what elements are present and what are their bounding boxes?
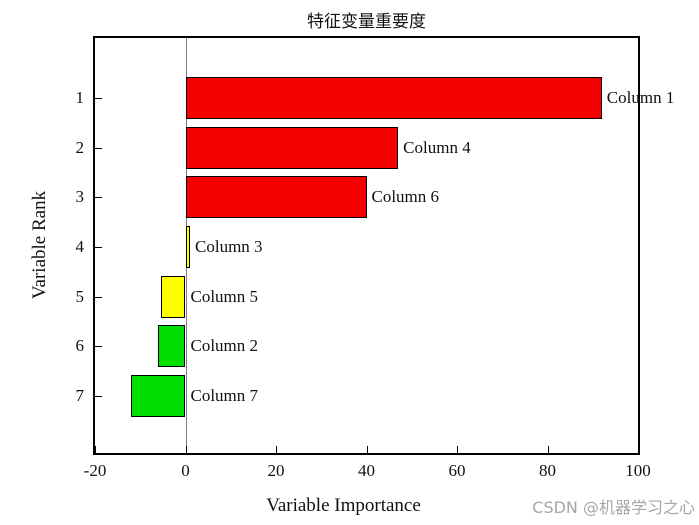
y-tick-mark <box>95 247 102 248</box>
x-tick-label: 40 <box>358 461 375 480</box>
bar-label: Column 4 <box>403 137 471 157</box>
x-tick-label: 0 <box>181 461 190 480</box>
y-tick-label: 4 <box>75 237 85 256</box>
bar-label: Column 5 <box>190 286 259 306</box>
x-tick-label: 20 <box>267 461 285 480</box>
y-tick-label: 5 <box>75 286 85 306</box>
y-tick-mark <box>95 98 102 99</box>
bar-label: Column 1 <box>606 88 675 107</box>
x-tick-mark <box>276 446 277 453</box>
bar-label: Column 7 <box>190 386 259 405</box>
plot-area: Column 1 Column 4 Column 6 Column 3 Column 5… <box>93 36 674 455</box>
chart-title: 特征变量重要度 <box>307 12 426 32</box>
x-tick-mark <box>457 446 458 453</box>
bar-column-6 <box>185 176 367 219</box>
y-axis-label: Variable Rank <box>29 190 50 300</box>
y-tick-mark <box>95 147 102 149</box>
y-tick-label: 6 <box>75 336 85 356</box>
y-tick-label: 1 <box>75 88 85 107</box>
y-tick-mark <box>95 296 102 298</box>
y-tick-label: 2 <box>75 137 85 157</box>
x-tick-label: 100 <box>625 461 651 480</box>
bar-column-5 <box>160 275 186 318</box>
x-tick-mark <box>638 446 639 453</box>
y-tick-label: 7 <box>75 386 85 405</box>
x-tick-label: 80 <box>539 461 556 480</box>
y-tick-mark <box>95 346 102 348</box>
bar-column-7 <box>131 375 186 417</box>
y-tick-mark <box>95 396 102 397</box>
bar-label: Column 2 <box>190 336 259 356</box>
bar-column-3 <box>185 226 191 268</box>
watermark: CSDN @机器学习之心 <box>532 498 695 517</box>
bar-label: Column 6 <box>371 187 440 207</box>
x-tick-mark <box>95 446 96 453</box>
bar-column-1 <box>185 77 602 119</box>
x-tick-mark <box>185 446 187 453</box>
x-axis-label: Variable Importance <box>266 495 421 516</box>
bar-label: Column 3 <box>195 237 263 256</box>
y-tick-mark <box>95 197 102 199</box>
y-tick-label: 3 <box>75 187 85 207</box>
x-tick-mark <box>366 446 368 453</box>
bar-column-2 <box>158 325 186 368</box>
x-tick-mark <box>547 446 549 453</box>
bar-column-4 <box>185 126 399 169</box>
x-tick-label: 60 <box>448 461 466 480</box>
x-tick-label: -20 <box>83 461 107 480</box>
